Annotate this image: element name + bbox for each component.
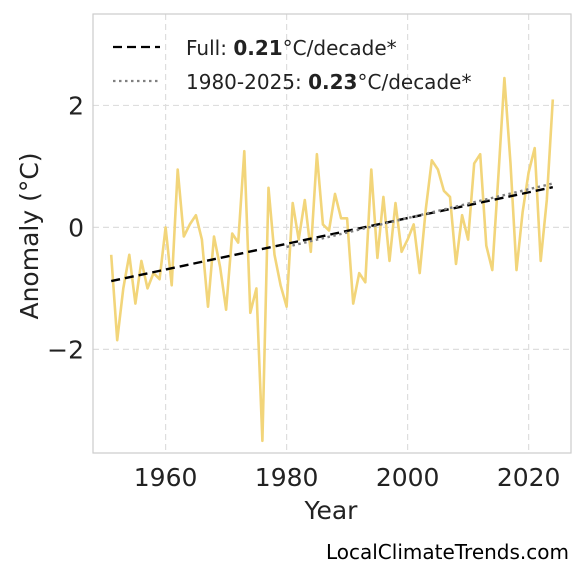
legend-entry-full: Full: 0.21°C/decade*: [186, 36, 397, 60]
series-line-trend-full: [110, 186, 554, 283]
ticks-layer: 1960 1980 2000 2020 −2 0 2: [47, 91, 560, 492]
legend-unit-full: °C/decade*: [283, 36, 397, 60]
y-tick-label: 0: [68, 213, 84, 242]
series-line-annual-anomaly: [109, 76, 555, 443]
site-credit: LocalClimateTrends.com: [325, 540, 569, 564]
legend-name-1980-2025: 1980-2025: [186, 70, 295, 94]
series-layer: [109, 76, 555, 443]
legend-unit-1980-2025: °C/decade*: [357, 70, 471, 94]
x-tick-label: 2000: [376, 463, 440, 492]
x-tick-label: 1980: [255, 463, 319, 492]
x-tick-label: 2020: [497, 463, 561, 492]
x-axis-label: Year: [304, 496, 359, 525]
y-axis-label: Anomaly (°C): [15, 152, 44, 319]
y-tick-label: −2: [47, 335, 84, 364]
plot-frame: [92, 13, 572, 454]
grid-layer: [93, 14, 571, 453]
legend-name-full: Full: [186, 36, 220, 60]
y-tick-label: 2: [68, 91, 84, 120]
x-tick-label: 1960: [134, 463, 198, 492]
legend: Full: 0.21°C/decade* 1980-2025: 0.23°C/d…: [113, 36, 471, 94]
series-line-trend-1980-2025: [286, 182, 554, 249]
legend-value-full: 0.21: [233, 36, 282, 60]
legend-entry-1980-2025: 1980-2025: 0.23°C/decade*: [186, 70, 471, 94]
legend-value-1980-2025: 0.23: [308, 70, 357, 94]
